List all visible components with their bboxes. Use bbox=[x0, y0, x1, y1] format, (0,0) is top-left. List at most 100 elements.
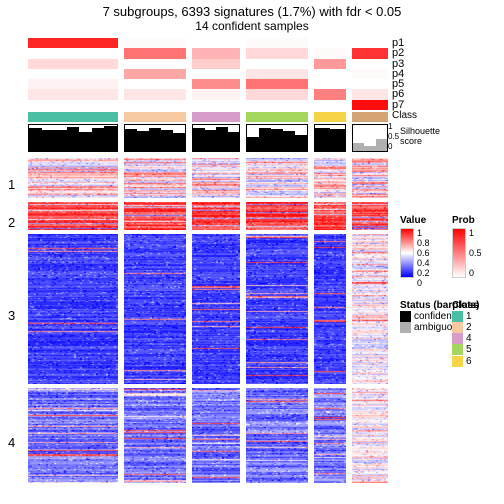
silhouette-axis: 1 0.5 0 bbox=[388, 122, 399, 151]
prob-cell bbox=[28, 100, 118, 110]
prob-cell bbox=[246, 38, 308, 48]
prob-cell bbox=[314, 100, 346, 110]
heatmap-cell bbox=[124, 202, 186, 230]
silhouette-bar bbox=[205, 130, 217, 151]
prob-cell bbox=[246, 48, 308, 58]
heatmap-cell bbox=[124, 158, 186, 198]
class-cell bbox=[192, 112, 240, 122]
class-annotation-bar bbox=[28, 112, 388, 122]
silhouette-bar bbox=[125, 129, 137, 151]
heatmap-cell bbox=[352, 202, 388, 230]
prob-cell bbox=[124, 79, 186, 89]
class-legend: Class 12456 bbox=[452, 300, 479, 367]
legend-item: 4 bbox=[452, 333, 479, 344]
prob-cell bbox=[192, 59, 240, 69]
heatmap-cell bbox=[28, 388, 118, 483]
heatmap-cell bbox=[28, 158, 118, 198]
prob-cell bbox=[352, 38, 388, 48]
silhouette-bar bbox=[295, 135, 307, 151]
prob-cell bbox=[246, 100, 308, 110]
prob-legend: Prob 10.50 bbox=[452, 215, 482, 278]
prob-cell bbox=[246, 59, 308, 69]
silhouette-bar bbox=[330, 129, 345, 151]
class-cell bbox=[28, 112, 118, 122]
silhouette-bar bbox=[283, 131, 295, 151]
silhouette-bar bbox=[79, 132, 92, 152]
prob-cell bbox=[28, 59, 118, 69]
silhouette-bar bbox=[54, 130, 67, 151]
heatmap-cell bbox=[314, 158, 346, 198]
silhouette-bar bbox=[271, 129, 283, 151]
silhouette-bar bbox=[161, 130, 173, 151]
prob-cell bbox=[192, 89, 240, 99]
heatmap-cell bbox=[192, 388, 240, 483]
prob-cell bbox=[314, 38, 346, 48]
heatmap-cell bbox=[352, 234, 388, 384]
probability-heatmap bbox=[28, 38, 388, 110]
chart-title: 7 subgroups, 6393 signatures (1.7%) with… bbox=[0, 0, 504, 19]
prob-cell bbox=[28, 69, 118, 79]
silhouette-barplot bbox=[28, 124, 388, 152]
silhouette-bar bbox=[247, 137, 259, 151]
legend-item: 5 bbox=[452, 344, 479, 355]
prob-cell bbox=[192, 100, 240, 110]
heatmap-cell bbox=[314, 202, 346, 230]
silhouette-bar bbox=[67, 127, 80, 151]
heatmap-cell bbox=[124, 388, 186, 483]
silhouette-bar bbox=[376, 139, 387, 151]
prob-row-label: p7 bbox=[392, 100, 404, 110]
heatmap-cell bbox=[246, 388, 308, 483]
heatmap-cell bbox=[28, 234, 118, 384]
legend-item: 6 bbox=[452, 356, 479, 367]
prob-cell bbox=[352, 48, 388, 58]
prob-cell bbox=[124, 89, 186, 99]
row-group-label: 1 bbox=[8, 177, 15, 192]
prob-cell bbox=[314, 48, 346, 58]
prob-cell bbox=[352, 59, 388, 69]
heatmap-cell bbox=[192, 202, 240, 230]
silhouette-bar bbox=[353, 143, 364, 151]
silhouette-bar bbox=[228, 132, 240, 152]
heatmap-cell bbox=[314, 234, 346, 384]
heatmap-cell bbox=[352, 388, 388, 483]
value-colorbar bbox=[400, 228, 414, 278]
silhouette-bar bbox=[259, 128, 271, 151]
silhouette-label: Silhouette score bbox=[400, 126, 440, 146]
prob-cell bbox=[246, 79, 308, 89]
silhouette-bar bbox=[315, 128, 330, 151]
silhouette-bar bbox=[42, 130, 55, 151]
probability-row-labels: p1p2p3p4p5p6p7 bbox=[392, 38, 404, 110]
prob-cell bbox=[192, 69, 240, 79]
prob-cell bbox=[124, 100, 186, 110]
prob-cell bbox=[246, 89, 308, 99]
prob-cell bbox=[124, 59, 186, 69]
prob-cell bbox=[352, 69, 388, 79]
prob-cell bbox=[314, 79, 346, 89]
prob-cell bbox=[352, 89, 388, 99]
prob-cell bbox=[314, 69, 346, 79]
silhouette-bar bbox=[193, 128, 205, 151]
heatmap-cell bbox=[192, 234, 240, 384]
row-group-label: 3 bbox=[8, 308, 15, 323]
class-cell bbox=[246, 112, 308, 122]
heatmap-cell bbox=[246, 202, 308, 230]
silhouette-bar bbox=[137, 131, 149, 151]
prob-cell bbox=[192, 38, 240, 48]
heatmap-cell bbox=[28, 202, 118, 230]
row-group-label: 2 bbox=[8, 215, 15, 230]
heatmap-cell bbox=[192, 158, 240, 198]
heatmap-cell bbox=[352, 158, 388, 198]
legend-item: 2 bbox=[452, 322, 479, 333]
row-group-label: 4 bbox=[8, 435, 15, 450]
prob-cell bbox=[314, 89, 346, 99]
silhouette-bar bbox=[364, 146, 375, 151]
class-cell bbox=[314, 112, 346, 122]
prob-cell bbox=[124, 48, 186, 58]
heatmap-cell bbox=[246, 234, 308, 384]
chart-subtitle: 14 confident samples bbox=[0, 19, 504, 33]
silhouette-bar bbox=[92, 128, 105, 151]
prob-cell bbox=[124, 69, 186, 79]
class-cell bbox=[352, 112, 388, 122]
prob-cell bbox=[352, 100, 388, 110]
prob-cell bbox=[124, 38, 186, 48]
